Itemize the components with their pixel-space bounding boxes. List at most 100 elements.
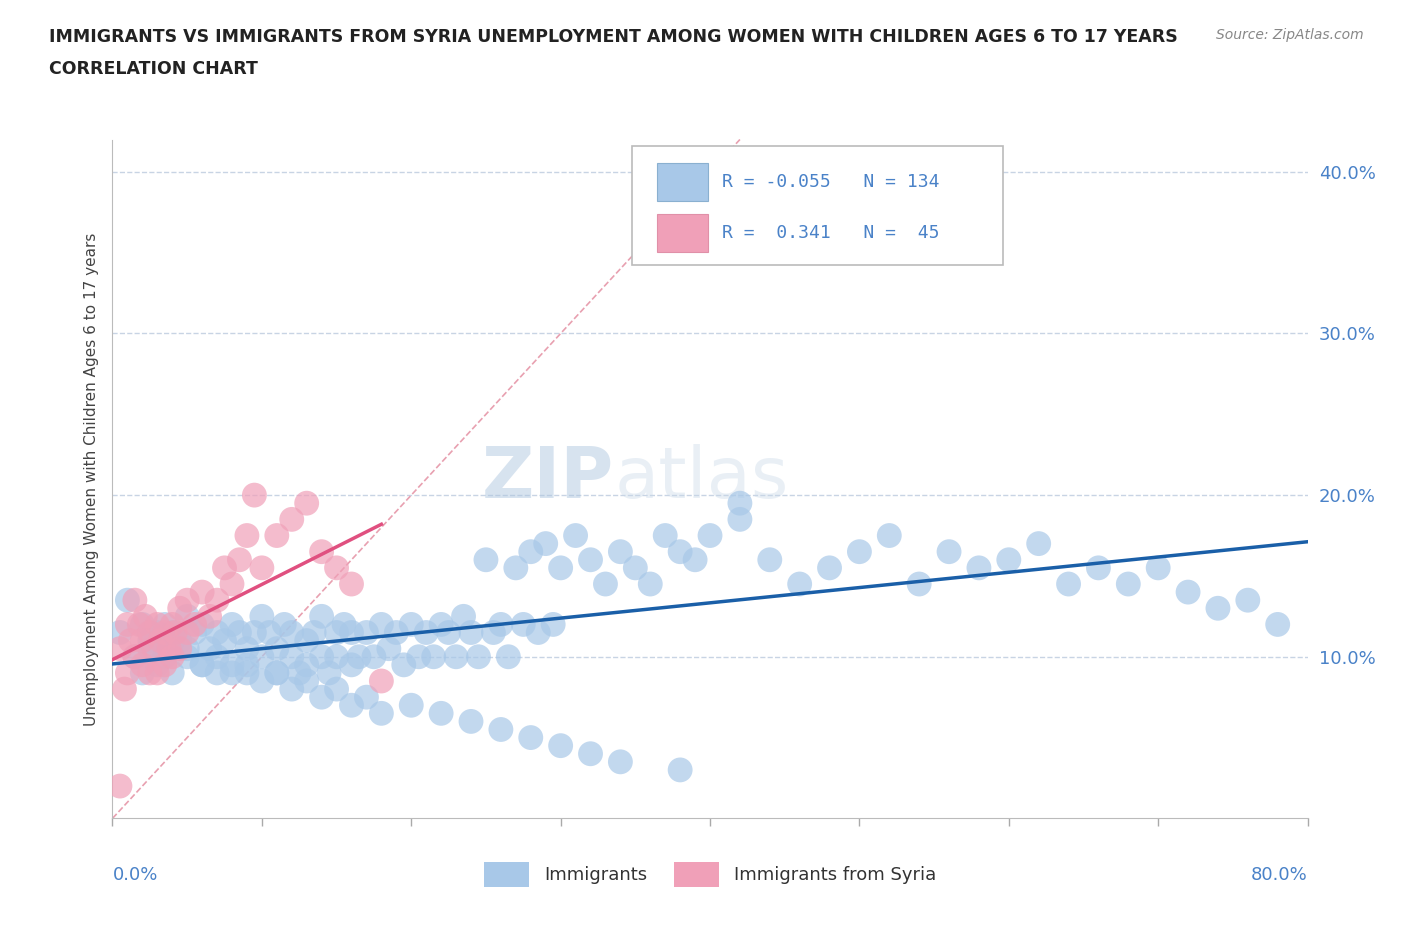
Point [311,690,333,705]
Point [1177,585,1199,600]
Point [1028,537,1050,551]
Point [609,754,631,769]
Point [1237,592,1260,607]
Point [444,649,467,664]
Point [176,642,198,657]
Point [153,658,176,672]
Point [236,658,259,672]
Point [124,649,146,664]
Point [176,609,198,624]
Point [609,544,631,559]
Point [347,649,370,664]
Point [266,666,288,681]
Point [467,649,489,664]
Point [281,682,304,697]
Point [363,649,385,664]
Point [236,642,259,657]
Point [699,528,721,543]
Point [415,625,437,640]
Point [273,617,295,631]
Point [579,552,602,567]
Point [183,625,205,640]
Point [564,528,586,543]
Point [422,649,444,664]
Point [169,642,191,657]
Point [288,666,311,681]
Text: atlas: atlas [614,445,789,513]
Point [191,658,214,672]
Point [370,617,392,631]
Legend: Immigrants, Immigrants from Syria: Immigrants, Immigrants from Syria [484,862,936,887]
Point [669,763,692,777]
Point [250,673,273,688]
Point [198,642,221,657]
Point [176,649,198,664]
Text: 80.0%: 80.0% [1251,866,1308,884]
Point [541,617,564,631]
Point [131,666,153,681]
Point [512,617,534,631]
Point [183,617,205,631]
Point [108,625,131,640]
Point [165,625,187,640]
Text: IMMIGRANTS VS IMMIGRANTS FROM SYRIA UNEMPLOYMENT AMONG WOMEN WITH CHILDREN AGES : IMMIGRANTS VS IMMIGRANTS FROM SYRIA UNEM… [49,28,1178,46]
Point [489,722,512,737]
Point [1057,577,1080,591]
Point [370,673,392,688]
Point [505,561,527,576]
FancyBboxPatch shape [633,146,1002,265]
Point [295,658,318,672]
Point [453,609,475,624]
Point [108,778,131,793]
Point [759,552,782,567]
Point [333,617,356,631]
Point [669,544,692,559]
Point [325,682,347,697]
Point [430,706,453,721]
Point [550,738,572,753]
Point [595,577,617,591]
Point [243,625,266,640]
Point [162,625,183,640]
Point [475,552,498,567]
Point [311,544,333,559]
Point [146,658,169,672]
Point [385,625,408,640]
Point [117,666,139,681]
Text: Source: ZipAtlas.com: Source: ZipAtlas.com [1216,28,1364,42]
Text: 0.0%: 0.0% [112,866,157,884]
Point [191,658,214,672]
Point [1087,561,1109,576]
Point [340,658,363,672]
Point [818,561,841,576]
Point [139,666,162,681]
Point [683,552,706,567]
Point [169,601,191,616]
Point [295,633,318,648]
Point [340,625,363,640]
Point [176,592,198,607]
Point [266,642,288,657]
Point [728,496,751,511]
Point [325,625,347,640]
Point [221,577,243,591]
Point [295,496,318,511]
Point [998,552,1021,567]
Point [162,617,183,631]
Point [721,205,744,219]
Point [482,625,505,640]
Point [198,609,221,624]
Point [153,617,176,631]
Point [236,666,259,681]
Point [281,512,304,526]
Point [520,544,543,559]
Text: R = -0.055   N = 134: R = -0.055 N = 134 [723,173,939,191]
Point [302,625,325,640]
Point [908,577,931,591]
Point [214,561,236,576]
Point [214,633,236,648]
Point [408,649,430,664]
Point [325,561,347,576]
Point [221,658,243,672]
Point [205,592,228,607]
